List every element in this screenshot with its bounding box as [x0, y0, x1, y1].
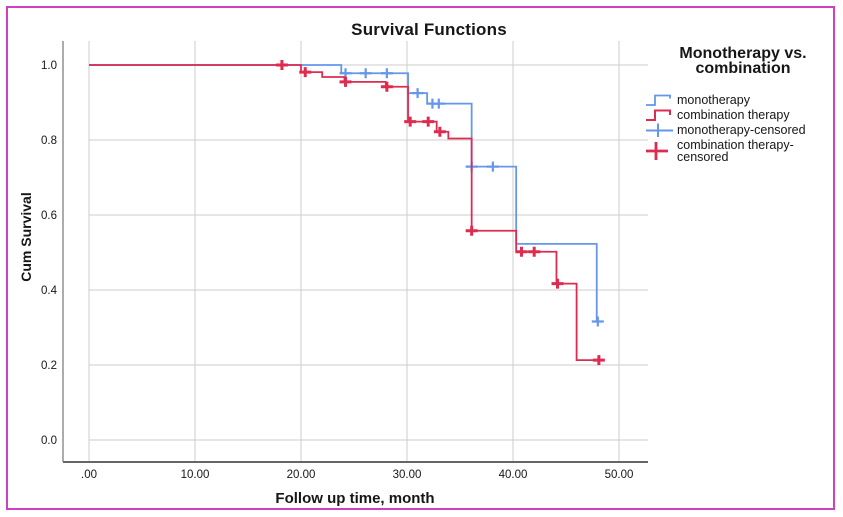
y-tick-label: 0.4 [41, 285, 58, 297]
legend: Monotherapy vs. combination monotherapy … [645, 45, 841, 163]
legend-item-label: combination therapy- censored [677, 137, 794, 164]
monotherapy-step-line-icon [646, 94, 671, 106]
y-tick-label: 0.8 [41, 135, 57, 147]
x-tick-label: 50.00 [605, 469, 634, 481]
x-axis-label: Follow up time, month [275, 490, 435, 507]
legend-title-line2: combination [695, 60, 791, 77]
combination-therapy-censored-plus-icon [646, 142, 668, 160]
combination-therapy-censored-mark [528, 246, 541, 257]
legend-item-combination-therapy: combination therapy [645, 107, 790, 123]
legend-item-label: monotherapy-censored [677, 123, 806, 137]
combination-therapy-curve [89, 64, 605, 362]
legend-item-label-line2: censored [677, 150, 729, 164]
chart-title: Survival Functions [351, 20, 507, 39]
y-tick-label: 0.6 [41, 210, 57, 222]
x-tick-label: 10.00 [181, 469, 210, 481]
legend-item-monotherapy: monotherapy [645, 92, 750, 108]
combination-therapy-censored-mark [592, 355, 605, 366]
y-tick-label: 1.0 [41, 60, 57, 72]
combination-therapy-censored-mark [515, 246, 528, 257]
monotherapy-censored-mark [359, 68, 372, 79]
legend-item-combination-therapy-censored: combination therapy- censored [645, 138, 794, 164]
combination-therapy-censored-mark [380, 81, 393, 92]
monotherapy-censored-mark [591, 316, 604, 327]
combination-therapy-censored-mark [433, 126, 446, 137]
monotherapy-censored-mark [411, 88, 424, 99]
legend-item-label: monotherapy [677, 93, 750, 107]
combination-therapy-censored-mark [339, 76, 352, 87]
combination-therapy-censored-mark [404, 116, 417, 127]
x-tick-label: 20.00 [287, 469, 316, 481]
x-tick-label: .00 [81, 469, 97, 481]
combination-therapy-censored-mark [465, 225, 478, 236]
y-axis-label: Cum Survival [18, 192, 34, 282]
combination-therapy-step-line-icon [646, 109, 671, 121]
monotherapy-curve [89, 64, 598, 322]
legend-item-label-line1: combination therapy- [677, 137, 794, 152]
combination-therapy-censored-mark [275, 60, 288, 70]
monotherapy-censored-mark [339, 68, 352, 79]
x-tick-label: 30.00 [393, 469, 422, 481]
legend-title: Monotherapy vs. combination [645, 45, 841, 77]
monotherapy-censored-plus-icon [646, 123, 673, 137]
y-tick-label: 0.0 [41, 435, 57, 447]
legend-item-monotherapy-censored: monotherapy-censored [645, 122, 806, 138]
x-tick-label: 40.00 [499, 469, 528, 481]
legend-item-label: combination therapy [677, 108, 790, 122]
monotherapy-censored-mark [432, 98, 445, 109]
combination-therapy-censored-mark [299, 67, 312, 78]
legend-title-line1: Monotherapy vs. [679, 45, 807, 62]
combination-therapy-censored-mark [551, 278, 564, 289]
monotherapy-censored-mark [486, 161, 499, 172]
y-tick-label: 0.2 [41, 360, 57, 372]
monotherapy-censored-mark [380, 68, 393, 79]
combination-therapy-censored-mark [422, 116, 435, 127]
